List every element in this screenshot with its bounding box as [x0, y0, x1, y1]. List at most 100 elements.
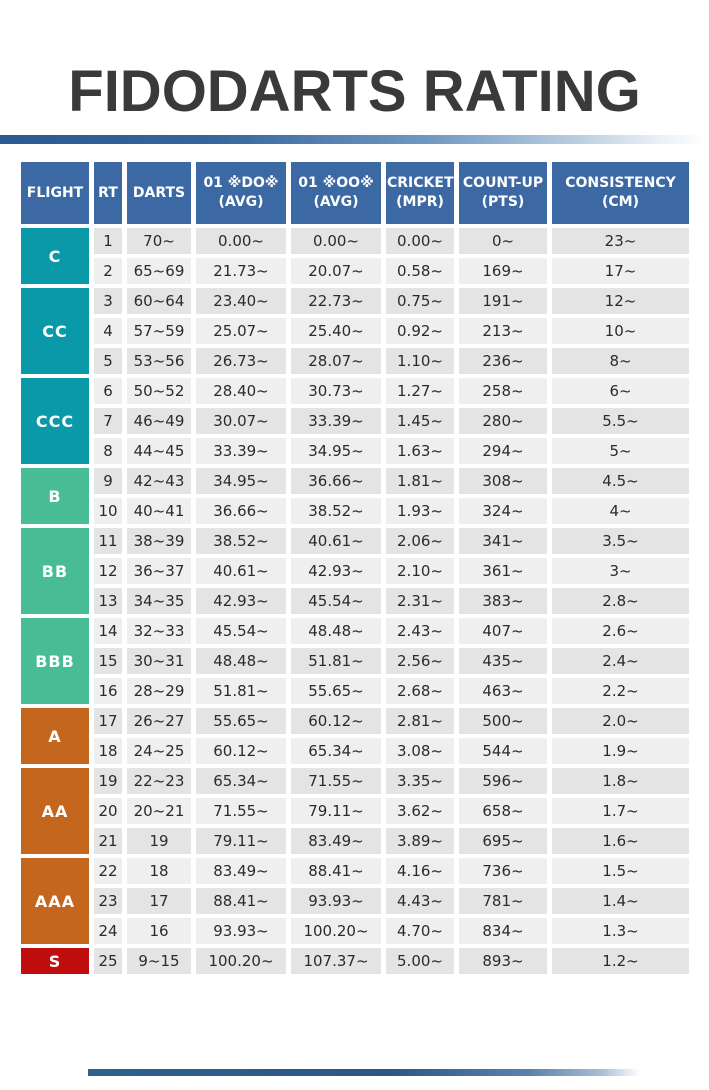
- column-label: FLIGHT: [26, 184, 84, 201]
- cell-consistency: 3~: [552, 558, 689, 584]
- table-row: AAA 22 18 83.49~ 88.41~ 4.16~ 736~ 1.5~: [21, 858, 689, 944]
- cell-cricket: 2.10~: [386, 558, 454, 584]
- cell-rt: 19: [94, 768, 122, 794]
- cell-oo01: 71.55~: [291, 768, 381, 794]
- cell-rt: 22: [94, 858, 122, 884]
- cell-rt: 14: [94, 618, 122, 644]
- cell-countup: 544~: [459, 738, 547, 764]
- cell-cricket: 3.62~: [386, 798, 454, 824]
- cell-rt: 17: [94, 708, 122, 734]
- cell-rt: 16: [94, 678, 122, 704]
- cell-do01: 33.39~: [196, 438, 286, 464]
- cell-consistency: 10~: [552, 318, 689, 344]
- column-header-rt: RT: [94, 162, 122, 224]
- cell-do01: 26.73~: [196, 348, 286, 374]
- cell-rt: 25: [94, 948, 122, 974]
- cell-cricket: 1.45~: [386, 408, 454, 434]
- cell-consistency: 5~: [552, 438, 689, 464]
- column-header-oo01: 01 ※OO※ (AVG): [291, 162, 381, 224]
- table-row: S 25 9~15 100.20~ 107.37~ 5.00~ 893~ 1.2~: [21, 948, 689, 974]
- cell-cricket: 4.70~: [386, 918, 454, 944]
- cell-rt: 13: [94, 588, 122, 614]
- cell-darts: 22~23: [127, 768, 191, 794]
- cell-darts: 26~27: [127, 708, 191, 734]
- cell-rt: 4: [94, 318, 122, 344]
- cell-rt: 3: [94, 288, 122, 314]
- cell-cricket: 2.81~: [386, 708, 454, 734]
- cell-consistency: 5.5~: [552, 408, 689, 434]
- cell-countup: 834~: [459, 918, 547, 944]
- cell-oo01: 83.49~: [291, 828, 381, 854]
- cell-rt: 8: [94, 438, 122, 464]
- cell-darts: 38~39: [127, 528, 191, 554]
- page-title: FIDODARTS RATING: [68, 59, 641, 124]
- cell-countup: 361~: [459, 558, 547, 584]
- cell-oo01: 22.73~: [291, 288, 381, 314]
- flight-cell-aaa: AAA: [21, 858, 89, 944]
- cell-do01: 36.66~: [196, 498, 286, 524]
- flight-cell-bbb: BBB: [21, 618, 89, 704]
- cell-countup: 596~: [459, 768, 547, 794]
- cell-cricket: 4.16~: [386, 858, 454, 884]
- column-label: CONSISTENCY: [565, 175, 676, 192]
- cell-oo01: 30.73~: [291, 378, 381, 404]
- column-header-consistency: CONSISTENCY (CM): [552, 162, 689, 224]
- cell-oo01: 65.34~: [291, 738, 381, 764]
- cell-do01: 79.11~: [196, 828, 286, 854]
- cell-countup: 435~: [459, 648, 547, 674]
- cell-do01: 38.52~: [196, 528, 286, 554]
- cell-do01: 0.00~: [196, 228, 286, 254]
- cell-do01: 21.73~: [196, 258, 286, 284]
- cell-countup: 169~: [459, 258, 547, 284]
- column-sublabel: (AVG): [313, 194, 359, 210]
- cell-cricket: 2.06~: [386, 528, 454, 554]
- cell-consistency: 1.7~: [552, 798, 689, 824]
- cell-rt: 20: [94, 798, 122, 824]
- cell-do01: 60.12~: [196, 738, 286, 764]
- table-header-row: FLIGHT RT DARTS 01 ※DO※ (AVG) 01 ※OO※ (AVG) CRI…: [21, 162, 689, 224]
- cell-oo01: 55.65~: [291, 678, 381, 704]
- cell-darts: 53~56: [127, 348, 191, 374]
- cell-oo01: 42.93~: [291, 558, 381, 584]
- cell-consistency: 3.5~: [552, 528, 689, 554]
- cell-oo01: 34.95~: [291, 438, 381, 464]
- cell-do01: 30.07~: [196, 408, 286, 434]
- cell-cricket: 3.35~: [386, 768, 454, 794]
- cell-oo01: 20.07~: [291, 258, 381, 284]
- cell-oo01: 60.12~: [291, 708, 381, 734]
- cell-do01: 34.95~: [196, 468, 286, 494]
- cell-do01: 71.55~: [196, 798, 286, 824]
- cell-consistency: 1.9~: [552, 738, 689, 764]
- cell-consistency: 2.0~: [552, 708, 689, 734]
- cell-do01: 25.07~: [196, 318, 286, 344]
- cell-darts: 42~43: [127, 468, 191, 494]
- table-row: BB 11 38~39 38.52~ 40.61~ 2.06~ 341~ 3.5~: [21, 528, 689, 614]
- table-row: 12 36~37 40.61~ 42.93~ 2.10~ 361~ 3~: [21, 558, 689, 584]
- cell-do01: 55.65~: [196, 708, 286, 734]
- cell-darts: 18: [127, 858, 191, 884]
- cell-rt: 9: [94, 468, 122, 494]
- cell-countup: 324~: [459, 498, 547, 524]
- column-label: COUNT-UP: [462, 175, 544, 192]
- cell-darts: 20~21: [127, 798, 191, 824]
- cell-rt: 1: [94, 228, 122, 254]
- table-row: 4 57~59 25.07~ 25.40~ 0.92~ 213~ 10~: [21, 318, 689, 344]
- cell-darts: 32~33: [127, 618, 191, 644]
- flight-cell-c: C: [21, 228, 89, 284]
- cell-cricket: 2.31~: [386, 588, 454, 614]
- column-label: 01 ※DO※: [203, 175, 279, 192]
- column-header-countup: COUNT-UP (PTS): [459, 162, 547, 224]
- cell-consistency: 4~: [552, 498, 689, 524]
- cell-consistency: 8~: [552, 348, 689, 374]
- column-label: CRICKET: [387, 175, 454, 192]
- cell-cricket: 2.56~: [386, 648, 454, 674]
- cell-darts: 50~52: [127, 378, 191, 404]
- cell-consistency: 2.2~: [552, 678, 689, 704]
- cell-consistency: 2.6~: [552, 618, 689, 644]
- cell-darts: 34~35: [127, 588, 191, 614]
- cell-countup: 294~: [459, 438, 547, 464]
- table-row: CCC 6 50~52 28.40~ 30.73~ 1.27~ 258~ 6~: [21, 378, 689, 464]
- cell-do01: 51.81~: [196, 678, 286, 704]
- cell-darts: 40~41: [127, 498, 191, 524]
- cell-consistency: 6~: [552, 378, 689, 404]
